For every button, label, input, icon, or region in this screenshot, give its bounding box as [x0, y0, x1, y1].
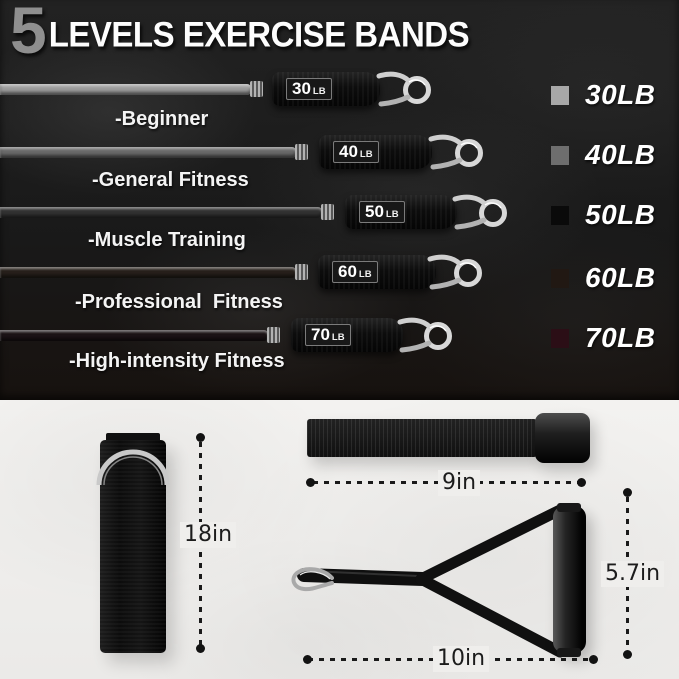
band-ferrule [250, 81, 263, 97]
carabiner-icon [428, 134, 483, 170]
weight-value: 30 [292, 79, 311, 98]
measure-dot [577, 478, 586, 487]
level-label: -Professional Fitness [75, 291, 283, 313]
hook-icon [291, 567, 334, 592]
measure-label-10in: 10in [433, 646, 490, 672]
carabiner-icon [376, 71, 431, 107]
weight-value: 60 [338, 262, 357, 281]
weight-tag: 30 LB [286, 78, 332, 100]
legend-label: 40LB [585, 139, 656, 170]
band-ferrule [295, 264, 308, 280]
level-label: -Beginner [115, 108, 209, 130]
handle-straps [297, 504, 566, 658]
legend-item: 60LB [551, 262, 655, 293]
levels-section: 5 LEVELS EXERCISE BANDS 30 LB -Beginner [0, 0, 679, 400]
legend-item: 30LB [551, 79, 655, 110]
legend-item: 40LB [551, 139, 655, 170]
page-title: 5 LEVELS EXERCISE BANDS [10, 0, 470, 67]
measure-dot [623, 488, 632, 497]
weight-tag: 40 LB [333, 141, 379, 163]
handle-strap-cap [557, 648, 581, 657]
accessories-section: 18in 9in 10in [0, 400, 679, 679]
measure-dot [196, 433, 205, 442]
band-sleeve: 50 LB [345, 195, 457, 229]
weight-unit: LB [358, 269, 372, 280]
weight-value: 40 [339, 142, 358, 161]
band-sleeve: 40 LB [319, 135, 432, 169]
legend-item: 70LB [551, 322, 655, 353]
measure-label-18in: 18in [180, 522, 237, 548]
measure-label-5-7in: 5.7in [601, 561, 665, 587]
measure-dot [589, 655, 598, 664]
foam-roller [535, 413, 590, 463]
measure-dot [306, 478, 315, 487]
weight-tag: 70 LB [305, 324, 351, 346]
resistance-band [0, 330, 268, 341]
legend-item: 50LB [551, 199, 655, 230]
band-ferrule [321, 204, 334, 220]
band-ferrule [295, 144, 308, 160]
level-label: -Muscle Training [88, 229, 246, 251]
d-ring-icon [96, 449, 170, 486]
weight-unit: LB [331, 332, 345, 343]
measure-dot [196, 644, 205, 653]
measure-label-9in: 9in [438, 470, 481, 496]
weight-unit: LB [385, 209, 399, 220]
title-level-count: 5 [10, 0, 47, 67]
measure-dot [303, 655, 312, 664]
handle-strap-cap [557, 503, 581, 512]
weight-value: 50 [365, 202, 384, 221]
legend-label: 30LB [585, 79, 656, 110]
resistance-band [0, 84, 251, 95]
legend-swatch [551, 328, 569, 348]
legend-swatch [551, 85, 569, 105]
resistance-band [0, 147, 296, 158]
band-sleeve: 60 LB [318, 255, 436, 289]
resistance-band [0, 207, 322, 218]
band-sleeve: 30 LB [272, 72, 380, 106]
carabiner-icon [452, 194, 507, 230]
legend-label: 50LB [585, 199, 656, 230]
legend-swatch [551, 268, 569, 288]
legend-swatch [551, 205, 569, 225]
level-label: -General Fitness [92, 169, 249, 191]
legend-label: 70LB [585, 322, 656, 353]
band-sleeve: 70 LB [291, 318, 403, 352]
resistance-band [0, 267, 296, 278]
carabiner-icon [427, 254, 482, 290]
title-text: LEVELS EXERCISE BANDS [48, 13, 470, 54]
anchor-strap-body [100, 440, 166, 653]
band-ferrule [267, 327, 280, 343]
weight-unit: LB [359, 149, 373, 160]
weight-unit: LB [312, 86, 326, 97]
strap-9in [307, 419, 537, 457]
weight-tag: 60 LB [332, 261, 378, 283]
measure-dot [623, 650, 632, 659]
legend-label: 60LB [585, 262, 656, 293]
weight-tag: 50 LB [359, 201, 405, 223]
handle-grip [553, 506, 586, 653]
level-label: -High-intensity Fitness [69, 350, 285, 372]
weight-value: 70 [311, 325, 330, 344]
carabiner-icon [397, 317, 452, 353]
legend-swatch [551, 145, 569, 165]
